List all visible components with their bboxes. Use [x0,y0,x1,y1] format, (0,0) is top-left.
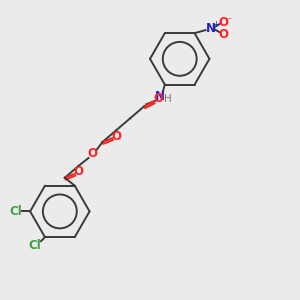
Text: N: N [206,22,215,35]
Text: N: N [155,90,165,103]
Text: O: O [153,92,163,105]
Text: O: O [218,28,228,40]
Text: O: O [218,16,228,29]
Text: Cl: Cl [29,238,41,252]
Text: ⁻: ⁻ [227,16,232,26]
Text: H: H [164,94,172,104]
Text: +: + [212,20,219,29]
Text: Cl: Cl [10,205,22,218]
Text: O: O [88,147,98,161]
Text: O: O [74,165,84,178]
Text: O: O [111,130,121,142]
